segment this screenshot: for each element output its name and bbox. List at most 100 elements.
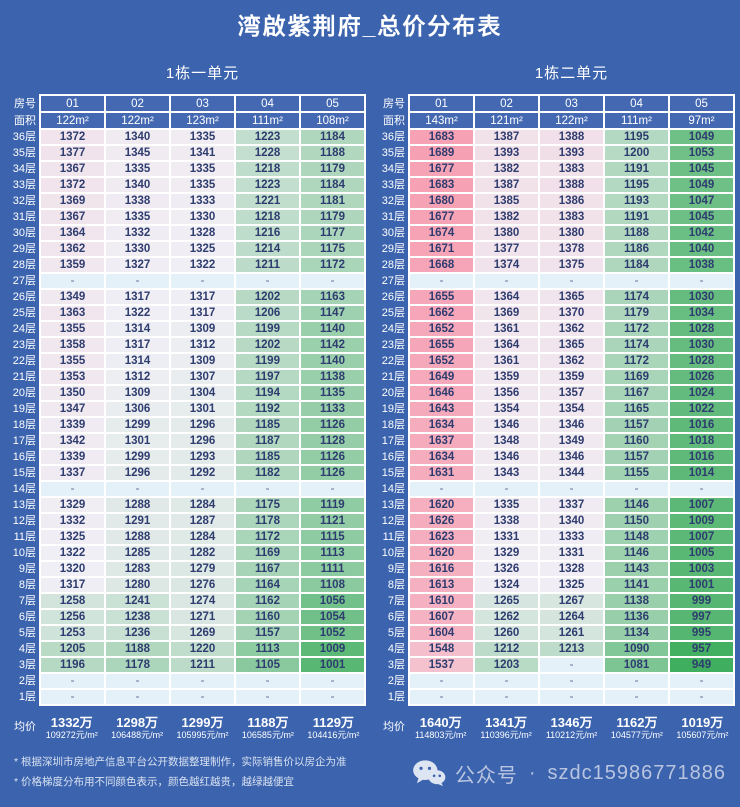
- price-cell: 1142: [300, 337, 365, 353]
- price-cell: 1157: [604, 449, 669, 465]
- price-cell: 1193: [604, 193, 669, 209]
- price-cell: -: [235, 481, 300, 497]
- price-cell: 1113: [235, 641, 300, 657]
- price-cell: 1358: [40, 337, 105, 353]
- price-cell: 1383: [539, 161, 604, 177]
- floor-label: 21层: [12, 371, 36, 383]
- price-cell: 1157: [235, 625, 300, 641]
- price-cell: 1199: [235, 353, 300, 369]
- area-cell: 122m²: [105, 112, 170, 129]
- price-cell: 1683: [409, 129, 474, 145]
- avg-total-price: 1298万: [116, 715, 159, 730]
- price-cell: 1007: [669, 497, 734, 513]
- price-cell: 1026: [669, 369, 734, 385]
- price-cell: 1188: [105, 641, 170, 657]
- price-cell: 1187: [235, 433, 300, 449]
- area-cell: 123m²: [170, 112, 235, 129]
- avg-total-price: 1019万: [681, 715, 724, 730]
- floor-label: 13层: [381, 499, 405, 511]
- price-cell: 995: [669, 625, 734, 641]
- avg-total-price: 1341万: [485, 715, 528, 730]
- price-cell: 1314: [105, 321, 170, 337]
- room-row-label: 房号: [14, 97, 36, 110]
- price-cell: 1680: [409, 193, 474, 209]
- floor-label: 4层: [387, 643, 405, 655]
- price-cell: 999: [669, 593, 734, 609]
- price-cell: 1677: [409, 161, 474, 177]
- price-cell: -: [539, 481, 604, 497]
- wechat-separator: ·: [528, 761, 537, 784]
- area-row-label: 面积: [14, 114, 36, 127]
- price-cell: -: [669, 273, 734, 289]
- floor-label: 34层: [381, 163, 405, 175]
- price-cell: 1135: [300, 385, 365, 401]
- price-cell: 1172: [604, 353, 669, 369]
- price-cell: 1296: [170, 417, 235, 433]
- price-cell: 1160: [235, 609, 300, 625]
- price-cell: 1260: [474, 625, 539, 641]
- price-cell: 1223: [235, 129, 300, 145]
- floor-label: 25层: [12, 307, 36, 319]
- price-cell: 1317: [40, 577, 105, 593]
- price-cell: 1335: [170, 161, 235, 177]
- room-number-cell: 05: [300, 95, 365, 112]
- avg-cell: 1299万 105995元/m²: [170, 708, 235, 748]
- price-cell: 1634: [409, 449, 474, 465]
- price-cell: 1365: [539, 337, 604, 353]
- price-cell: 1312: [170, 337, 235, 353]
- price-cell: 1380: [539, 225, 604, 241]
- price-cell: 1045: [669, 161, 734, 177]
- price-cell: 1214: [235, 241, 300, 257]
- price-cell: 1604: [409, 625, 474, 641]
- floor-label: 26层: [381, 291, 405, 303]
- price-cell: 1287: [170, 513, 235, 529]
- price-cell: 1261: [539, 625, 604, 641]
- price-cell: 1359: [40, 257, 105, 273]
- price-cell: 1181: [300, 193, 365, 209]
- floor-label: 12层: [12, 515, 36, 527]
- price-cell: -: [235, 689, 300, 705]
- avg-unit-price: 109272元/m²: [45, 730, 98, 740]
- price-cell: 1346: [539, 449, 604, 465]
- price-cell: 1218: [235, 209, 300, 225]
- price-cell: 1367: [40, 209, 105, 225]
- price-cell: 1340: [105, 129, 170, 145]
- price-cell: -: [474, 689, 539, 705]
- wechat-icon: [412, 759, 446, 787]
- price-cell: 1141: [604, 577, 669, 593]
- price-cell: 1355: [40, 321, 105, 337]
- room-number-cell: 01: [40, 95, 105, 112]
- floor-label: 25层: [381, 307, 405, 319]
- price-cell: -: [604, 673, 669, 689]
- price-cell: 1328: [539, 561, 604, 577]
- price-cell: 1169: [604, 369, 669, 385]
- price-cell: 1147: [300, 305, 365, 321]
- price-cell: 1301: [170, 401, 235, 417]
- room-number-cell: 04: [235, 95, 300, 112]
- floor-label: 9层: [18, 563, 36, 575]
- price-cell: 1169: [235, 545, 300, 561]
- floor-label: 7层: [18, 595, 36, 607]
- price-cell: 1003: [669, 561, 734, 577]
- avg-unit-price: 104416元/m²: [307, 730, 360, 740]
- price-cell: 1333: [170, 193, 235, 209]
- price-cell: -: [409, 673, 474, 689]
- price-cell: 1203: [474, 657, 539, 673]
- price-cell: -: [604, 689, 669, 705]
- price-cell: 1634: [409, 417, 474, 433]
- price-cell: 1341: [170, 145, 235, 161]
- price-cell: 1056: [300, 593, 365, 609]
- price-cell: 1155: [604, 465, 669, 481]
- price-cell: 1380: [474, 225, 539, 241]
- price-cell: 1299: [105, 417, 170, 433]
- price-cell: 1175: [235, 497, 300, 513]
- floor-label: 31层: [12, 211, 36, 223]
- price-cell: 1220: [170, 641, 235, 657]
- price-cell: 1022: [669, 401, 734, 417]
- room-number-cell: 02: [474, 95, 539, 112]
- price-cell: 1269: [170, 625, 235, 641]
- avg-cell: 1332万 109272元/m²: [39, 708, 104, 748]
- price-cell: -: [170, 673, 235, 689]
- floor-label: 27层: [12, 275, 36, 287]
- price-cell: 1218: [235, 161, 300, 177]
